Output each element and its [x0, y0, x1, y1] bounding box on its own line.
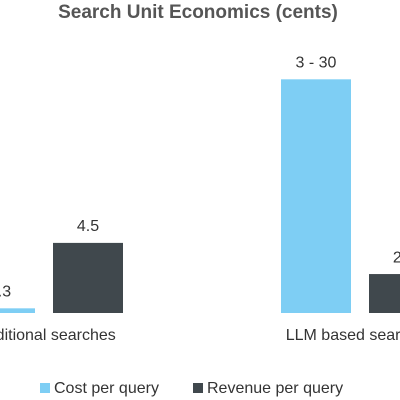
legend-swatch: [40, 383, 50, 393]
bar: [281, 79, 351, 313]
data-label: 4.5: [77, 218, 99, 235]
chart-title: Search Unit Economics (cents): [58, 2, 338, 23]
legend-label: Revenue per query: [207, 380, 343, 397]
bar: [369, 274, 400, 313]
bar: [53, 242, 123, 313]
x-tick-label: LLM based searches: [286, 327, 400, 344]
data-label: 0.3: [0, 284, 11, 301]
data-label: 3 - 30: [296, 55, 337, 72]
legend-label: Cost per query: [54, 380, 159, 397]
bar: [0, 308, 35, 313]
legend-swatch: [193, 383, 203, 393]
data-label: 2.5: [393, 249, 400, 266]
x-tick-label: Traditional searches: [0, 327, 116, 344]
